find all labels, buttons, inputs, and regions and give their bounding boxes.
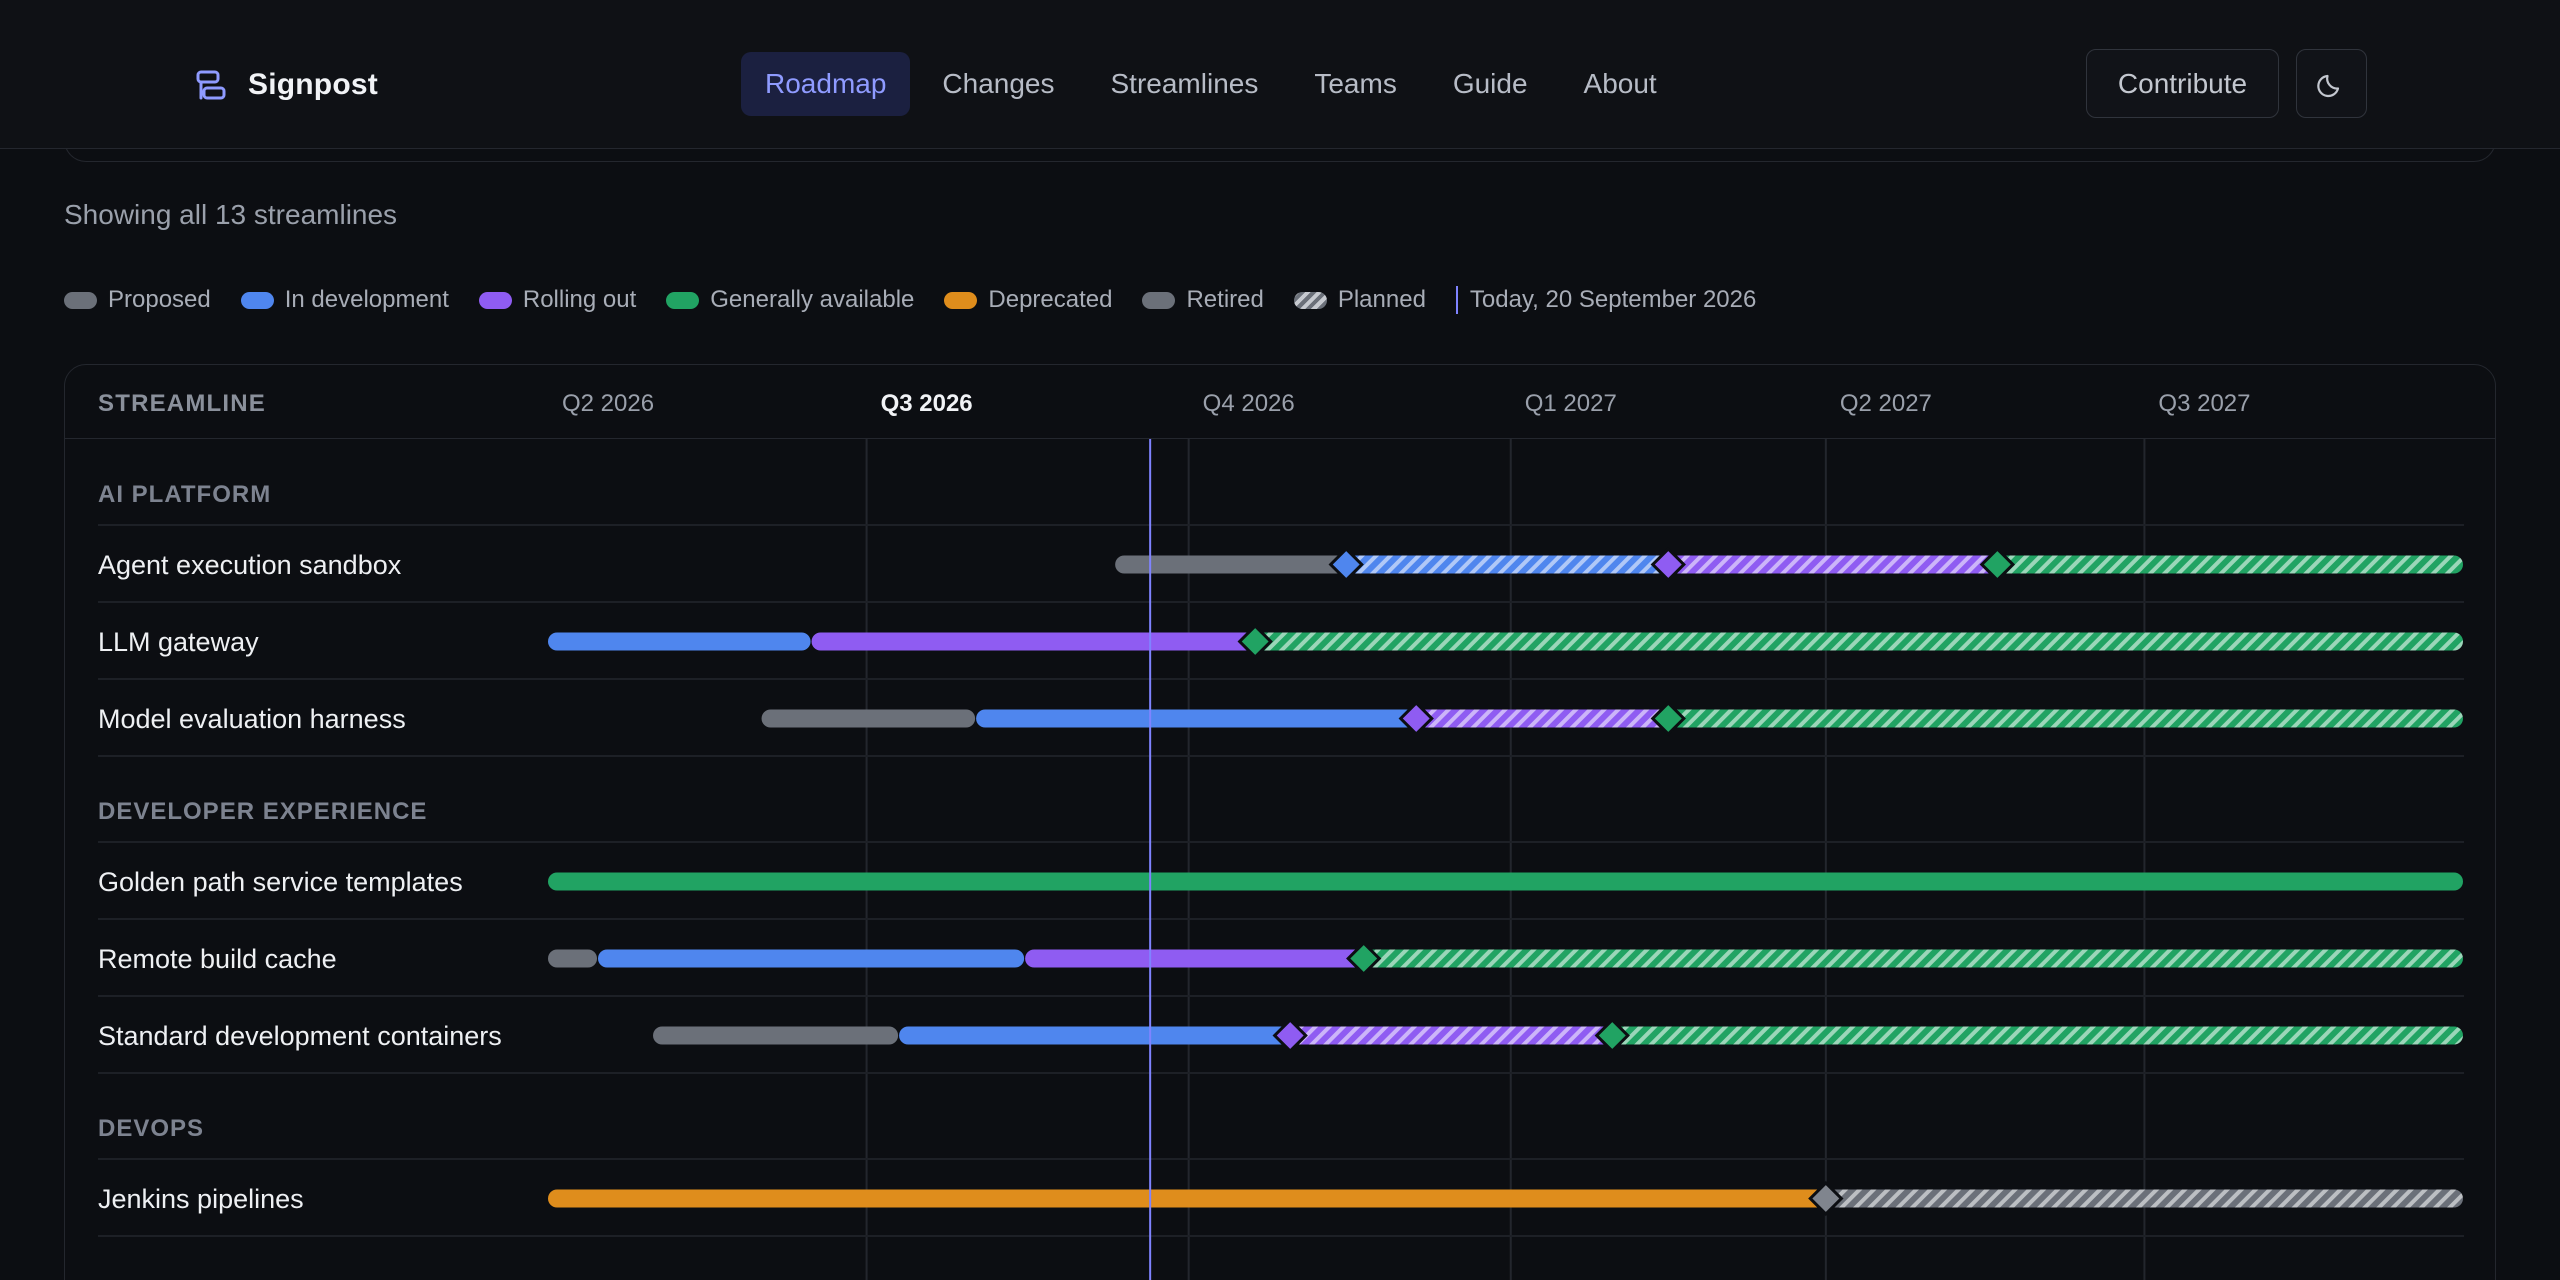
today-marker [1455, 286, 1458, 314]
milestone-generally-available [1346, 940, 1382, 977]
theme-toggle-button[interactable] [2296, 49, 2367, 118]
streamline-name-standard-development-containers[interactable]: Standard development containers [98, 1020, 502, 1051]
segment-proposed [1115, 555, 1347, 574]
segment-proposed [653, 1026, 899, 1045]
signpost-icon [196, 70, 226, 100]
group-title-devops: DEVOPS [98, 1115, 205, 1142]
quarter-label-q3-2027: Q3 2027 [2158, 390, 2251, 417]
milestone-generally-available [1594, 1017, 1630, 1054]
segment-deprecated [548, 1189, 1826, 1208]
milestone-generally-available [1650, 700, 1686, 737]
legend-swatch [240, 291, 274, 309]
contribute-button[interactable]: Contribute [2086, 49, 2279, 118]
legend-proposed: Proposed [64, 286, 211, 314]
segment-generally-available [1998, 555, 2463, 574]
segment-proposed [548, 949, 598, 968]
streamline-name-golden-path-service-templates[interactable]: Golden path service templates [98, 866, 463, 897]
quarter-label-q2-2026: Q2 2026 [562, 390, 655, 417]
legend-today: Today, 20 September 2026 [1455, 286, 1757, 314]
legend-label: In development [284, 286, 449, 313]
legend-swatch [666, 291, 700, 309]
nav-teams[interactable]: Teams [1314, 68, 1397, 99]
segment-in-development [1347, 555, 1669, 574]
quarter-label-q1-2027: Q1 2027 [1524, 390, 1617, 417]
segment-rolling-out [1291, 1026, 1613, 1045]
group-title-ai-platform: AI PLATFORM [98, 481, 272, 508]
nav-about[interactable]: About [1583, 68, 1657, 99]
segment-in-development [899, 1026, 1291, 1045]
legend-label: Deprecated [988, 286, 1113, 313]
legend-swatch [1142, 291, 1176, 309]
streamline-name-jenkins-pipelines[interactable]: Jenkins pipelines [98, 1183, 304, 1214]
segment-rolling-out [1025, 949, 1364, 968]
column-title: STREAMLINE [98, 390, 266, 417]
group-title-developer-experience: DEVELOPER EXPERIENCE [98, 798, 428, 825]
segment-in-development [598, 949, 1025, 968]
milestone-in-development [1328, 546, 1364, 583]
milestone-retired [1808, 1180, 1844, 1217]
milestone-generally-available [1979, 546, 2016, 583]
quarter-label-q2-2027: Q2 2027 [1839, 390, 1932, 417]
milestone-rolling-out [1272, 1017, 1308, 1054]
segment-generally-available [1256, 632, 2463, 651]
segment-in-development [548, 632, 811, 651]
legend-swatch [478, 291, 512, 309]
nav-streamlines[interactable]: Streamlines [1110, 68, 1259, 99]
segment-rolling-out [1669, 555, 1998, 574]
legend-planned: Planned [1293, 286, 1426, 314]
legend-label: Retired [1186, 286, 1264, 313]
segment-rolling-out [811, 632, 1256, 651]
main-nav: Roadmap Changes Streamlines Teams Guide … [741, 52, 1681, 116]
legend-retired: Retired [1142, 286, 1264, 314]
segment-generally-available [1364, 949, 2463, 968]
milestone-rolling-out [1650, 546, 1686, 583]
legend-in-development: In development [240, 286, 449, 314]
top-bar: Signpost Roadmap Changes Streamlines Tea… [0, 0, 2560, 149]
legend-generally-available: Generally available [666, 286, 914, 314]
segment-rolling-out [1417, 709, 1669, 728]
segment-generally-available [548, 872, 2463, 891]
status-legend: Proposed In development Rolling out Gene… [64, 283, 1756, 317]
nav-roadmap[interactable]: Roadmap [741, 52, 911, 116]
segment-generally-available [1669, 709, 2463, 728]
legend-swatch [944, 291, 978, 309]
nav-changes[interactable]: Changes [942, 68, 1055, 99]
streamline-name-model-evaluation-harness[interactable]: Model evaluation harness [98, 703, 406, 734]
legend-swatch [1293, 291, 1327, 309]
roadmap-panel: STREAMLINE Q2 2026 Q3 2026 Q4 2026 Q1 2027 Q… [64, 364, 2496, 1280]
legend-label: Generally available [710, 286, 915, 313]
app-name: Signpost [248, 68, 378, 101]
moon-icon [2316, 74, 2339, 97]
legend-swatch [64, 291, 97, 309]
nav-guide[interactable]: Guide [1452, 68, 1528, 99]
milestone-generally-available [1237, 623, 1273, 660]
today-label: Today, 20 September 2026 [1469, 286, 1757, 313]
legend-label: Rolling out [522, 286, 637, 313]
streamline-name-agent-execution-sandbox[interactable]: Agent execution sandbox [98, 549, 402, 580]
quarter-label-q3-2026: Q3 2026 [880, 390, 973, 417]
segment-proposed [761, 709, 976, 728]
segment-generally-available [1613, 1026, 2463, 1045]
streamline-name-remote-build-cache[interactable]: Remote build cache [98, 943, 337, 974]
brand-logo[interactable]: Signpost [194, 62, 378, 108]
legend-label: Proposed [108, 286, 211, 313]
timeline-header: STREAMLINE Q2 2026 Q3 2026 Q4 2026 Q1 2027 Q… [65, 365, 2495, 439]
segment-in-development [976, 709, 1417, 728]
milestone-rolling-out [1398, 700, 1434, 737]
timeline-chart [98, 439, 2464, 1280]
streamline-count: Showing all 13 streamlines [64, 199, 398, 230]
legend-label: Planned [1337, 286, 1426, 313]
streamline-name-llm-gateway[interactable]: LLM gateway [98, 626, 259, 657]
legend-rolling-out: Rolling out [478, 286, 637, 314]
legend-deprecated: Deprecated [944, 286, 1112, 314]
quarter-label-q4-2026: Q4 2026 [1202, 390, 1295, 417]
segment-retired [1826, 1189, 2463, 1208]
